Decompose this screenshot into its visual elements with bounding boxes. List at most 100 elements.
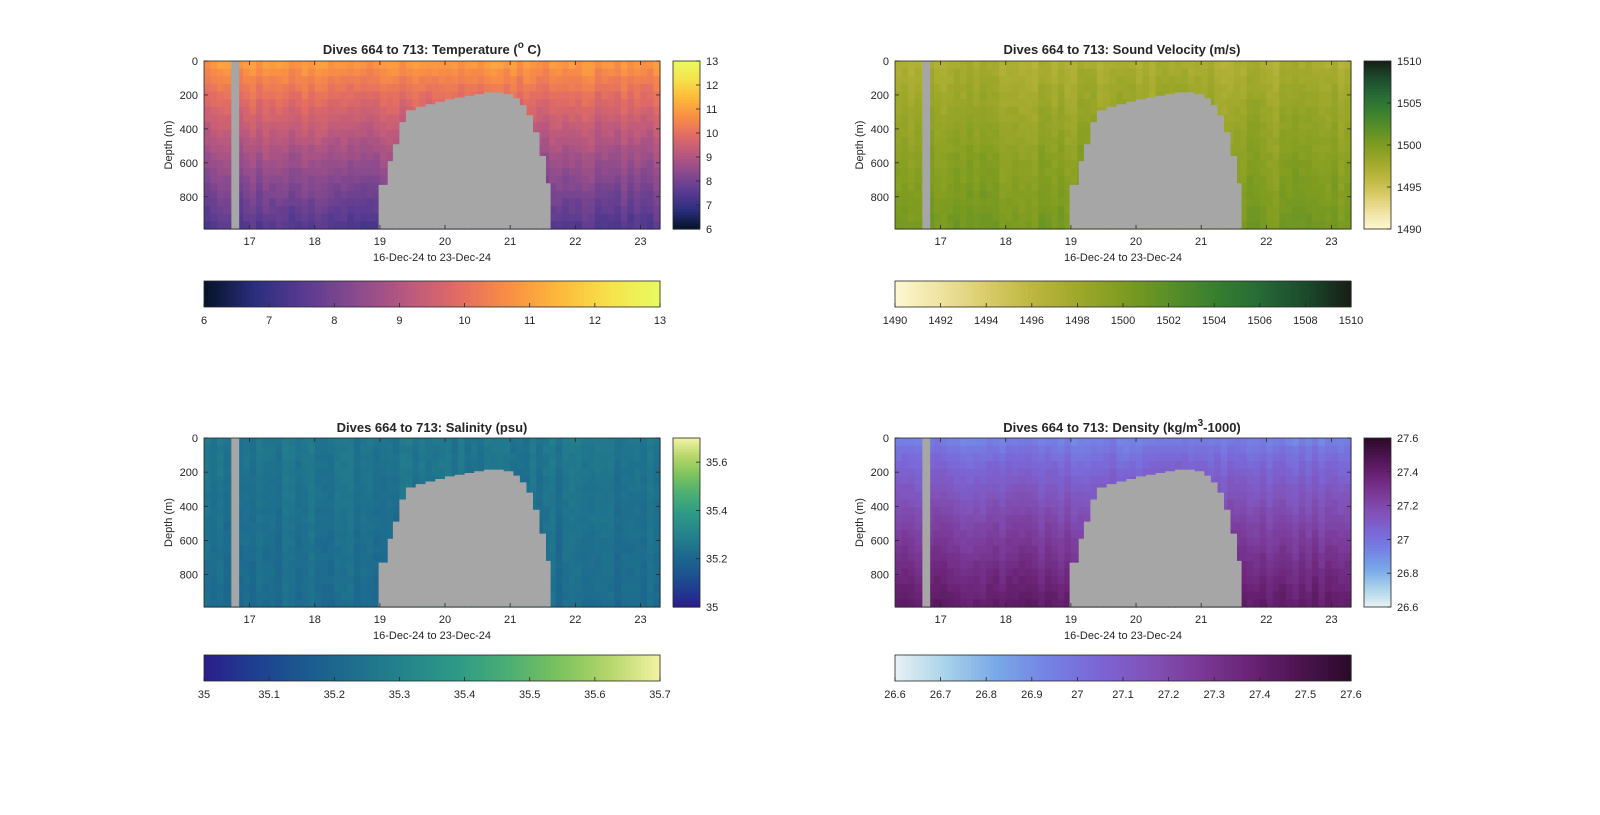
colorbar-swatch bbox=[1364, 150, 1391, 154]
heatmap-cell bbox=[568, 106, 576, 116]
heatmap-cell bbox=[236, 445, 244, 454]
heatmap-cell bbox=[1259, 91, 1267, 100]
heatmap-cell bbox=[908, 76, 916, 85]
heatmap-cell bbox=[1070, 160, 1078, 169]
x-tick-label: 18 bbox=[1000, 236, 1012, 248]
heatmap-cell bbox=[627, 76, 635, 85]
heatmap-cell bbox=[1246, 61, 1254, 70]
heatmap-cell bbox=[1057, 221, 1065, 230]
heatmap-cell bbox=[940, 221, 948, 230]
heatmap-cell bbox=[269, 76, 277, 85]
heatmap-cell bbox=[562, 461, 570, 470]
heatmap-cell bbox=[914, 122, 922, 131]
heatmap-cell bbox=[282, 514, 290, 524]
heatmap-cell bbox=[432, 461, 440, 470]
heatmap-cell bbox=[555, 576, 563, 585]
heatmap-cell bbox=[464, 453, 472, 462]
colorbar-swatch bbox=[1282, 281, 1287, 307]
heatmap-cell bbox=[1311, 68, 1320, 77]
heatmap-cell bbox=[992, 91, 1000, 100]
heatmap-cell bbox=[947, 99, 955, 108]
heatmap-cell bbox=[1012, 175, 1020, 184]
colorbar-swatch bbox=[409, 281, 414, 307]
heatmap-cell bbox=[275, 514, 283, 524]
heatmap-cell bbox=[614, 114, 622, 123]
heatmap-cell bbox=[1057, 190, 1065, 200]
heatmap-cell bbox=[1246, 175, 1254, 184]
heatmap-cell bbox=[607, 545, 615, 554]
heatmap-cell bbox=[1337, 145, 1346, 154]
heatmap-cell bbox=[953, 106, 961, 116]
heatmap-cell bbox=[568, 83, 576, 93]
colorbar-tick-label: 10 bbox=[458, 315, 470, 327]
heatmap-cell bbox=[562, 83, 570, 93]
colorbar-swatch bbox=[673, 217, 700, 222]
heatmap-cell bbox=[562, 507, 570, 516]
heatmap-cell bbox=[445, 461, 453, 470]
heatmap-cell bbox=[1031, 91, 1039, 100]
heatmap-cell bbox=[986, 175, 994, 184]
heatmap-cell bbox=[1070, 68, 1078, 77]
heatmap-cell bbox=[562, 591, 570, 600]
heatmap-cell bbox=[1246, 106, 1254, 116]
heatmap-cell bbox=[1038, 167, 1046, 177]
colorbar-swatch bbox=[644, 281, 650, 307]
heatmap-cell bbox=[256, 145, 264, 154]
heatmap-cell bbox=[1051, 99, 1059, 108]
heatmap-cell bbox=[204, 91, 212, 100]
heatmap-cell bbox=[627, 145, 635, 154]
heatmap-cell bbox=[953, 129, 961, 138]
heatmap-cell bbox=[1246, 137, 1254, 146]
heatmap-cell bbox=[282, 175, 290, 184]
heatmap-cell bbox=[412, 99, 420, 108]
heatmap-cell bbox=[614, 167, 622, 177]
heatmap-cell bbox=[542, 553, 550, 562]
heatmap-cell bbox=[1318, 76, 1326, 85]
heatmap-cell bbox=[347, 453, 355, 462]
heatmap-cell bbox=[236, 476, 244, 485]
heatmap-cell bbox=[940, 61, 948, 70]
heatmap-cell bbox=[438, 61, 446, 70]
heatmap-cell bbox=[249, 106, 257, 116]
heatmap-cell bbox=[640, 106, 648, 116]
heatmap-cell bbox=[360, 537, 368, 547]
heatmap-cell bbox=[620, 61, 629, 70]
colorbar-swatch bbox=[906, 281, 911, 307]
heatmap-cell bbox=[601, 99, 609, 108]
heatmap-cell bbox=[542, 530, 550, 539]
heatmap-cell bbox=[1259, 175, 1267, 184]
heatmap-cell bbox=[236, 530, 244, 539]
chart-sound-velocity: Dives 664 to 713: Sound Velocity (m/s)17… bbox=[854, 42, 1421, 327]
heatmap-cell bbox=[999, 137, 1007, 146]
heatmap-cell bbox=[353, 160, 361, 169]
heatmap-cell bbox=[1123, 68, 1131, 77]
heatmap-cell bbox=[588, 137, 596, 146]
heatmap-cell bbox=[223, 99, 231, 108]
heatmap-cell bbox=[986, 206, 994, 215]
heatmap-cell bbox=[366, 213, 374, 222]
heatmap-cell bbox=[542, 129, 550, 138]
heatmap-cell bbox=[653, 68, 661, 77]
heatmap-cell bbox=[314, 114, 322, 123]
colorbar-swatch bbox=[397, 281, 403, 307]
heatmap-cell bbox=[1331, 91, 1339, 100]
heatmap-cell bbox=[445, 445, 453, 454]
heatmap-cell bbox=[1031, 183, 1039, 192]
heatmap-cell bbox=[895, 61, 903, 70]
heatmap-cell bbox=[379, 83, 387, 93]
heatmap-cell bbox=[575, 175, 583, 184]
heatmap-cell bbox=[1025, 91, 1033, 100]
heatmap-cell bbox=[360, 68, 368, 77]
heatmap-cell bbox=[934, 221, 942, 230]
heatmap-cell bbox=[204, 221, 212, 230]
colorbar-swatch bbox=[673, 89, 700, 93]
heatmap-cell bbox=[1233, 68, 1241, 77]
heatmap-cell bbox=[425, 99, 433, 108]
heatmap-cell bbox=[1259, 83, 1267, 93]
heatmap-cell bbox=[256, 152, 264, 161]
colorbar-swatch bbox=[344, 281, 349, 307]
heatmap-cell bbox=[269, 445, 277, 454]
heatmap-cell bbox=[1057, 129, 1065, 138]
heatmap-cell bbox=[432, 61, 440, 70]
heatmap-cell bbox=[542, 514, 550, 524]
